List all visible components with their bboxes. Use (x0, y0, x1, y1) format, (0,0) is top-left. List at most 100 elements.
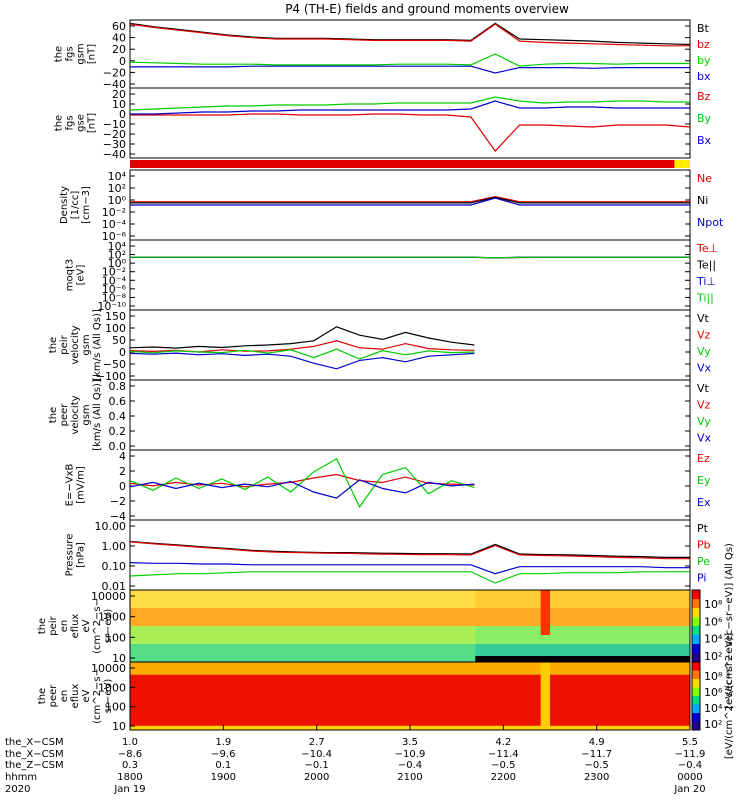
y-tick-label: −10 (103, 118, 126, 131)
heatmap-cell (652, 644, 663, 649)
y-axis-label-line: peir (59, 334, 70, 354)
heatmap-cell (186, 679, 196, 684)
heatmap-cell (680, 603, 691, 609)
heatmap-cell (270, 670, 280, 676)
heatmap-cell (223, 717, 234, 722)
heatmap-cell (372, 648, 383, 654)
heatmap-cell (466, 644, 476, 649)
heatmap-cell (419, 603, 430, 609)
heatmap-cell (466, 708, 476, 714)
heatmap-cell (354, 617, 364, 622)
heatmap-cell (634, 708, 644, 714)
heatmap-cell (624, 630, 635, 636)
heatmap-cell (512, 679, 523, 684)
heatmap-cell (456, 657, 467, 663)
heatmap-cell (232, 612, 243, 618)
heatmap-cell (279, 679, 290, 684)
heatmap-cell (186, 599, 196, 604)
heatmap-cell (578, 603, 588, 609)
heatmap-cell (186, 700, 196, 705)
heatmap-cell (484, 603, 495, 609)
heatmap-cell (522, 626, 532, 631)
heatmap-cell (354, 725, 364, 731)
heatmap-cell (344, 621, 355, 627)
heatmap-cell (148, 648, 159, 654)
heatmap-cell (158, 670, 168, 676)
heatmap-cell (606, 594, 616, 600)
heatmap-cell (456, 612, 467, 618)
y-tick-label: 0.01 (102, 580, 127, 593)
heatmap-cell (363, 687, 374, 693)
heatmap-cell (596, 603, 607, 609)
ephemeris-value: 2100 (397, 772, 422, 783)
heatmap-cell (540, 696, 551, 701)
heatmap-cell (428, 721, 439, 727)
heatmap-cell (419, 644, 430, 649)
heatmap-cell (578, 670, 588, 676)
heatmap-cell (176, 612, 187, 618)
heatmap-cell (419, 721, 430, 727)
heatmap-cell (606, 679, 616, 684)
heatmap-cell (447, 635, 458, 640)
heatmap-cell (307, 666, 318, 671)
heatmap-cell (550, 653, 560, 658)
heatmap-cell (316, 644, 327, 649)
heatmap-cell (130, 700, 140, 705)
heatmap-cell (419, 687, 430, 693)
heatmap-cell (363, 691, 374, 697)
heatmap-cell (204, 708, 215, 714)
heatmap-cell (615, 670, 626, 676)
heatmap-cell (382, 626, 392, 631)
heatmap-cell (354, 721, 364, 727)
heatmap-cell (223, 621, 234, 627)
heatmap-cell (326, 662, 336, 667)
heatmap-cell (335, 696, 346, 701)
heatmap-cell (382, 648, 392, 654)
colorbar-band (692, 599, 700, 609)
heatmap-cell (540, 713, 551, 718)
y-axis-label-line: gsm (76, 43, 87, 64)
heatmap-cell (204, 721, 215, 727)
heatmap-cell (326, 666, 336, 671)
heatmap-cell (400, 717, 411, 722)
heatmap-cell (456, 603, 467, 609)
heatmap-cell (484, 679, 495, 684)
heatmap-cell (139, 653, 150, 658)
heatmap-cell (428, 717, 439, 722)
heatmap-cell (158, 639, 168, 645)
heatmap-cell (326, 708, 336, 714)
heatmap-cell (298, 626, 308, 631)
heatmap-cell (568, 603, 579, 609)
heatmap-cell (662, 662, 672, 667)
heatmap-cell (400, 603, 411, 609)
heatmap-cell (204, 704, 215, 710)
heatmap-cell (288, 704, 299, 710)
heatmap-cell (503, 594, 514, 600)
heatmap-cell (410, 648, 420, 654)
heatmap-cell (251, 608, 262, 613)
heatmap-cell (223, 725, 234, 731)
panel-peir_velocity: thepeirvelocitygsm[km/s (All Qs)] 1501005… (48, 309, 712, 383)
heatmap-cell (615, 713, 626, 718)
heatmap-cell (578, 666, 588, 671)
heatmap-cell (251, 630, 262, 636)
heatmap-cell (148, 635, 159, 640)
y-axis-label-line: velocity (70, 325, 81, 364)
heatmap-cell (242, 713, 252, 718)
heatmap-cell (270, 630, 280, 636)
heatmap-cell (288, 612, 299, 618)
y-axis-label: thepeirenefluxeV(cm^2−s−sr−eV) (37, 598, 114, 654)
heatmap-cell (232, 644, 243, 649)
heatmap-cell (503, 687, 514, 693)
heatmap-cell (624, 666, 635, 671)
heatmap-cell (214, 657, 224, 663)
heatmap-cell (335, 674, 346, 680)
colorbar-tick-label: 10⁴ (704, 702, 723, 715)
heatmap-cell (438, 626, 448, 631)
heatmap-cell (410, 657, 420, 663)
series-line (130, 195, 690, 203)
heatmap-cell (503, 653, 514, 658)
heatmap-cell (652, 696, 663, 701)
heatmap-cell (512, 674, 523, 680)
